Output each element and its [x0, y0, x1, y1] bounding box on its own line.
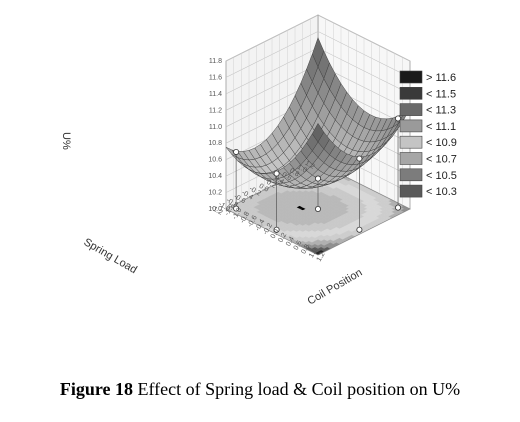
z-tick-label: 10.6	[208, 157, 222, 164]
legend-swatch	[399, 168, 423, 182]
legend-label: < 10.3	[426, 186, 457, 198]
surface-cell	[312, 122, 325, 143]
figure-caption-text: Effect of Spring load & Coil position on…	[137, 379, 461, 399]
z-tick-label: 10.4	[208, 173, 222, 180]
legend-label: > 11.6	[426, 72, 456, 84]
legend-label: < 11.3	[426, 105, 456, 117]
z-tick-label: 11.8	[209, 58, 222, 65]
x-tick-label: 0.8	[288, 167, 300, 178]
floor-outline	[225, 162, 411, 256]
figure-caption: Figure 18 Effect of Spring load & Coil p…	[0, 379, 520, 400]
design-point	[356, 155, 363, 162]
legend-swatch	[399, 70, 423, 84]
y-axis-title: Coil Position	[306, 267, 365, 308]
z-tick-label: 11.0	[209, 124, 222, 131]
y-tick-label: 0.4	[285, 236, 296, 248]
x-tick-label: 0.0	[258, 183, 270, 194]
x-tick-label: 0.2	[265, 179, 277, 190]
legend-label: < 10.9	[426, 137, 457, 149]
design-points	[233, 115, 402, 233]
z-axis-title: U%	[60, 132, 72, 150]
design-point	[356, 226, 363, 233]
legend-label: < 11.1	[426, 121, 456, 133]
y-tick-label: 1.0	[308, 247, 319, 259]
axis-ticks: 10.0 10.2 10.4 10.6 10.8 11.0 11.2 11.4 11.6 11.8…	[208, 58, 326, 263]
design-point	[314, 175, 321, 182]
design-point	[273, 226, 280, 233]
y-tick-label: 0.2	[277, 232, 288, 244]
z-tick-label: 11.2	[209, 107, 222, 114]
x-tick-label: 1.0	[296, 164, 308, 175]
x-tick-label: 0.6	[281, 171, 293, 182]
x-axis-title: Spring Load	[82, 236, 139, 276]
figure-caption-label: Figure 18	[59, 379, 134, 399]
z-tick-label: 10.0	[208, 206, 222, 213]
design-point	[395, 115, 402, 122]
legend-label: < 10.5	[426, 170, 457, 182]
legend-label: < 10.7	[426, 154, 457, 166]
legend-swatch	[399, 135, 423, 149]
z-tick-label: 11.4	[209, 91, 222, 98]
design-point	[273, 170, 280, 177]
legend: > 11.6 < 11.5 < 11.3 < 11.1 < 10.9 < 10.7 < 10…	[399, 70, 457, 198]
z-tick-label: 10.2	[208, 190, 222, 197]
legend-swatch	[399, 103, 423, 116]
design-point	[233, 148, 240, 155]
x-tick-label: 1.2	[304, 160, 316, 171]
y-tick-label: 0.0	[270, 228, 281, 240]
z-tick-label: 11.6	[209, 74, 222, 81]
legend-swatch	[399, 184, 423, 198]
y-tick-label: 0.8	[300, 243, 311, 255]
y-tick-label: 0.6	[293, 239, 304, 251]
legend-label: < 11.5	[426, 88, 456, 100]
design-point	[395, 204, 402, 211]
x-tick-label: 0.4	[273, 175, 285, 186]
y-tick-label: 1.2	[316, 251, 327, 263]
design-point	[314, 205, 321, 212]
z-tick-label: 10.8	[208, 140, 222, 147]
legend-swatch	[399, 119, 423, 133]
design-point	[233, 205, 240, 212]
legend-swatch	[399, 152, 423, 165]
legend-swatch	[399, 87, 423, 100]
